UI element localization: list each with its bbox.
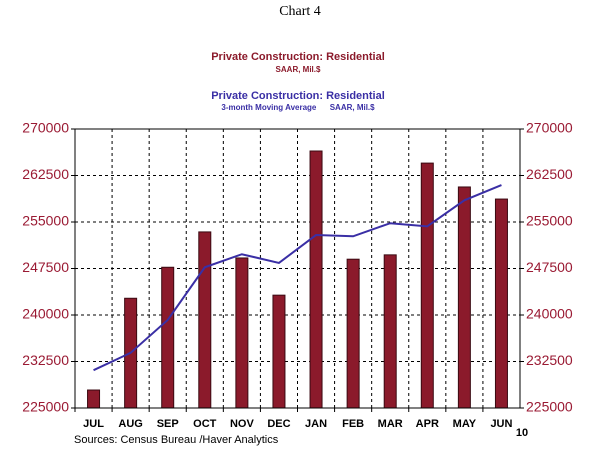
bar (383, 254, 397, 409)
x-tick-label: JAN (305, 418, 327, 430)
y2-tick-label: 232500 (526, 352, 573, 368)
x-tick-label: OCT (193, 418, 217, 430)
y2-tick-label: 225000 (526, 399, 573, 415)
y-tick-label: 232500 (22, 352, 69, 368)
legend-unit: 3-month Moving Average SAAR, Mil.$ (221, 103, 375, 112)
bar (272, 294, 286, 409)
y-tick-label: 240000 (22, 306, 69, 322)
bar (309, 150, 323, 409)
y2-tick-label: 270000 (526, 120, 573, 136)
legend-label: Private Construction: Residential (211, 51, 385, 63)
x-tick-label: APR (416, 418, 439, 430)
x-tick-label: FEB (342, 418, 364, 430)
bar (161, 266, 175, 409)
y2-tick-label: 262500 (526, 166, 573, 182)
bar (494, 198, 508, 409)
plot-frame (74, 128, 521, 409)
bar (235, 257, 249, 409)
bar (198, 231, 212, 409)
bar (420, 162, 434, 409)
chart-title: Chart 4 (279, 4, 321, 19)
x-tick-label: MAY (453, 418, 477, 430)
y-tick-label: 255000 (22, 213, 69, 229)
y2-tick-label: 247500 (526, 259, 573, 275)
bar (457, 186, 471, 409)
x-tick-label: MAR (378, 418, 403, 430)
source-note: Sources: Census Bureau /Haver Analytics (74, 434, 279, 446)
year-label: 10 (516, 427, 528, 439)
x-tick-label: JUN (490, 418, 512, 430)
y2-tick-label: 255000 (526, 213, 573, 229)
y2-tick-label: 240000 (526, 306, 573, 322)
y-tick-label: 270000 (22, 120, 69, 136)
y-tick-label: 262500 (22, 166, 69, 182)
x-tick-label: AUG (118, 418, 142, 430)
bar (346, 258, 360, 409)
legend-label: Private Construction: Residential (211, 90, 385, 102)
y-tick-label: 225000 (22, 399, 69, 415)
y-tick-label: 247500 (22, 259, 69, 275)
bar (87, 389, 101, 409)
x-tick-label: JUL (83, 418, 104, 430)
legend-unit: SAAR, Mil.$ (276, 65, 321, 74)
x-tick-label: NOV (230, 418, 255, 430)
x-tick-label: DEC (267, 418, 290, 430)
moving-average-line (93, 184, 502, 372)
x-tick-label: SEP (157, 418, 179, 430)
